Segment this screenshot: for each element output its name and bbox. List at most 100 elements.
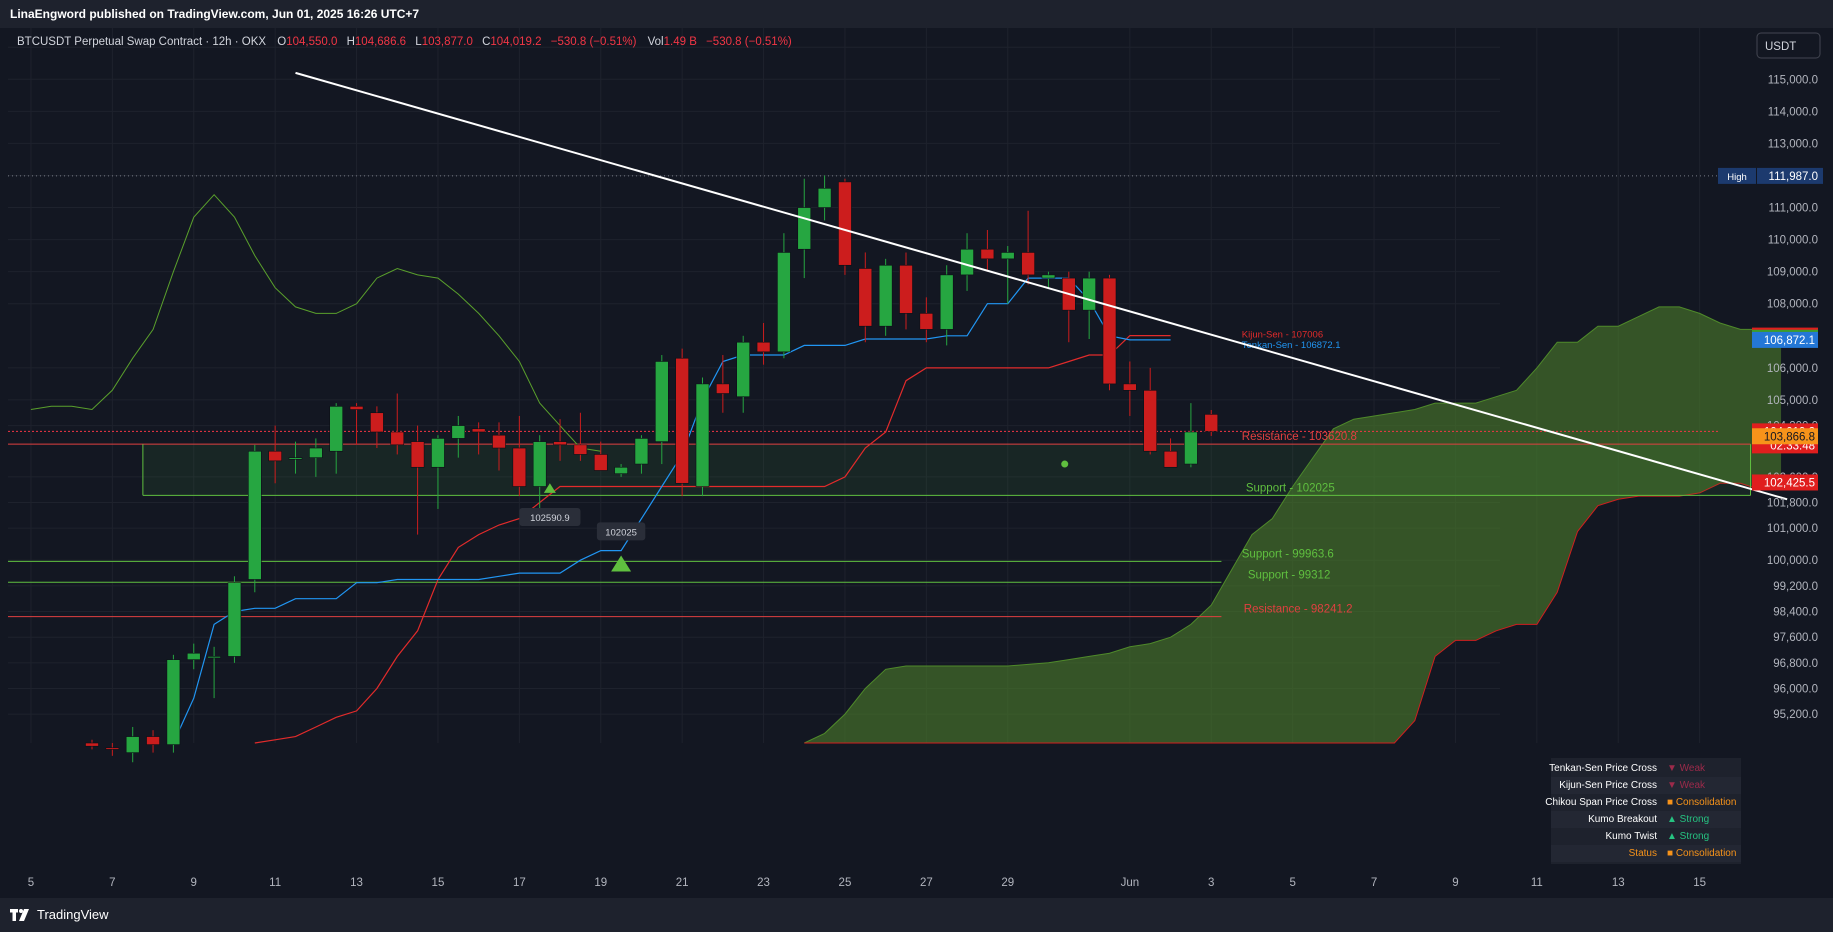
x-tick-label: 7	[109, 877, 115, 889]
y-tick-label: 114,000.0	[1768, 106, 1818, 118]
signal-label: Tenkan-Sen Price Cross	[1549, 763, 1657, 774]
candle-body	[1204, 414, 1219, 432]
chikou-span-line	[30, 193, 601, 452]
low-value: 103,877.0	[422, 36, 473, 48]
candle	[553, 419, 567, 461]
candle-body	[309, 447, 323, 458]
candle	[268, 425, 282, 484]
high-value: 104,686.6	[355, 36, 406, 48]
candle-body	[797, 207, 812, 250]
candle	[207, 646, 221, 699]
close-key: C	[482, 36, 490, 48]
signal-label: Kumo Twist	[1606, 831, 1658, 842]
candle-body	[756, 341, 771, 353]
y-tick-label: 97,600.0	[1773, 632, 1818, 644]
candle	[288, 441, 303, 474]
candle	[532, 435, 547, 516]
symbol-label: BTCUSDT Perpetual Swap Contract · 12h · …	[17, 36, 266, 48]
candle-body	[1123, 383, 1137, 391]
candle	[716, 355, 730, 413]
candle	[1102, 274, 1117, 391]
y-tick-label: 96,000.0	[1773, 683, 1818, 695]
candle-body	[1143, 390, 1157, 452]
candle-body	[146, 736, 160, 745]
candle-body	[1041, 274, 1056, 279]
candle-body	[675, 357, 689, 484]
candle	[858, 252, 873, 343]
y-tick-label: 105,000.0	[1767, 395, 1818, 407]
candle	[186, 643, 201, 670]
high-key: H	[347, 36, 355, 48]
candle	[777, 233, 791, 359]
candle	[146, 730, 160, 753]
level-label: Support - 99312	[1248, 569, 1330, 581]
candle-body	[634, 438, 649, 465]
candle-body	[1184, 431, 1198, 465]
candle	[451, 415, 466, 458]
close-value: 104,019.2	[490, 36, 541, 48]
price-tag-value: 106,872.1	[1764, 335, 1815, 347]
x-tick-label: 15	[1693, 877, 1706, 889]
candle	[695, 377, 710, 497]
signal-row-band	[1551, 777, 1741, 794]
candle	[390, 393, 405, 455]
candle-body	[370, 412, 384, 433]
candle-body	[186, 652, 201, 660]
senkou-span-a	[804, 306, 1782, 744]
candle	[492, 422, 506, 471]
currency-button[interactable]: USDT	[1756, 32, 1821, 59]
level-label: Support - 99963.6	[1242, 548, 1334, 560]
axes: 95,200.0 96,000.0 96,800.0 97,600.0 98,400.0…	[28, 42, 1823, 889]
candle-body	[817, 188, 832, 208]
candle-body	[960, 248, 974, 276]
signal-row: Kumo Breakout ▲ Strong	[1551, 811, 1741, 828]
high-key-box	[1718, 167, 1756, 184]
candle-body	[471, 428, 486, 433]
candle	[1123, 361, 1137, 416]
candle-body	[858, 268, 873, 327]
tenkan-sen-line	[172, 277, 1171, 744]
candle	[309, 438, 323, 477]
candle	[1041, 271, 1056, 288]
candle	[1021, 210, 1035, 285]
signal-row: Tenkan-Sen Price Cross ▼ Weak	[1549, 763, 1706, 774]
candle-body	[716, 383, 730, 394]
signal-status: ■ Consolidation	[1667, 797, 1736, 808]
price-callout: 102025	[596, 522, 646, 541]
candle	[349, 403, 364, 445]
candle	[125, 726, 140, 763]
tradingview-logo[interactable]: TradingView	[10, 907, 109, 922]
price-tag-box	[1752, 474, 1818, 491]
price-tag-box	[1752, 428, 1818, 445]
signal-row: Status ■ Consolidation	[1551, 845, 1741, 862]
x-tick-label: 9	[1452, 877, 1458, 889]
descending-trendline	[295, 71, 1788, 501]
candle-body	[532, 441, 547, 487]
open-value: 104,550.0	[286, 36, 337, 48]
candle-body	[390, 431, 405, 446]
y-tick-label: 99,200.0	[1773, 581, 1818, 593]
price-chart[interactable]: Resistance - 103620.8 Support - 102025 Sup…	[0, 0, 1833, 898]
candle	[166, 654, 181, 753]
signal-dot	[1061, 460, 1069, 468]
callout-box	[596, 522, 646, 541]
price-tag: 102,425.5	[1752, 474, 1818, 491]
x-tick-label: 15	[432, 877, 445, 889]
signal-status: ▼ Weak	[1667, 780, 1706, 791]
volume-value: 1.49 B	[664, 36, 698, 48]
x-tick-label: Jun	[1121, 877, 1140, 889]
ohlc-legend: BTCUSDT Perpetual Swap Contract · 12h · …	[17, 36, 792, 48]
x-tick-label: 19	[594, 877, 607, 889]
currency-label[interactable]: USDT	[1765, 41, 1796, 53]
callout-box	[519, 507, 581, 526]
x-tick-label: 29	[1001, 877, 1014, 889]
candle-body	[980, 248, 995, 260]
tenkan-sen-label: Tenkan-Sen - 106872.1	[1242, 340, 1341, 351]
candle-body	[410, 441, 425, 468]
candle	[1204, 409, 1219, 436]
price-tag: 103,866.8	[1752, 428, 1818, 445]
callout-text: 102590.9	[530, 513, 570, 524]
price-callout: 102590.9	[519, 507, 581, 526]
